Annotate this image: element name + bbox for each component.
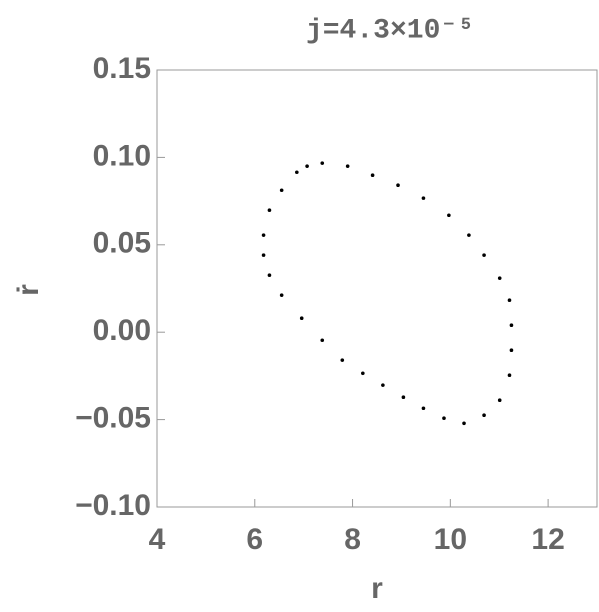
x-tick-label: 8 <box>344 523 361 556</box>
point <box>261 253 266 257</box>
plot-frame <box>156 69 598 508</box>
point <box>361 371 365 376</box>
x-tick-label: 4 <box>149 523 166 556</box>
y-tick-label: 0.15 <box>93 52 151 85</box>
point <box>507 373 512 378</box>
point <box>345 164 350 168</box>
point <box>509 348 514 353</box>
x-tick-label: 10 <box>434 523 467 556</box>
x-tick-label: 12 <box>531 523 564 556</box>
point <box>462 421 466 426</box>
point <box>482 253 486 257</box>
point <box>320 338 325 343</box>
point <box>401 395 406 400</box>
y-axis-label: ṙ <box>12 284 45 296</box>
point <box>497 276 502 280</box>
point <box>509 323 514 328</box>
point <box>295 170 299 175</box>
point <box>261 233 266 237</box>
y-tick-label: −0.05 <box>75 402 151 435</box>
point <box>421 406 426 411</box>
point <box>447 213 451 218</box>
point <box>396 183 400 187</box>
point <box>370 173 375 178</box>
point <box>267 208 272 212</box>
point <box>279 188 284 193</box>
point <box>340 358 345 362</box>
point <box>320 161 325 165</box>
point <box>421 196 426 200</box>
point <box>442 416 446 421</box>
point <box>497 398 502 402</box>
y-tick-label: 0.10 <box>93 139 151 172</box>
x-tick-label: 6 <box>246 523 263 556</box>
point <box>305 164 309 168</box>
point <box>279 293 284 297</box>
chart-title: j=4.3×10⁻⁵ <box>306 15 474 46</box>
point <box>381 383 385 387</box>
point <box>507 298 512 303</box>
x-axis-label: r <box>371 572 383 605</box>
point <box>267 273 272 278</box>
point <box>482 413 486 418</box>
point <box>299 316 304 321</box>
y-tick-label: 0.00 <box>93 314 151 347</box>
y-tick-label: −0.10 <box>75 489 151 522</box>
y-tick-label: 0.05 <box>93 227 151 260</box>
point <box>467 233 471 237</box>
